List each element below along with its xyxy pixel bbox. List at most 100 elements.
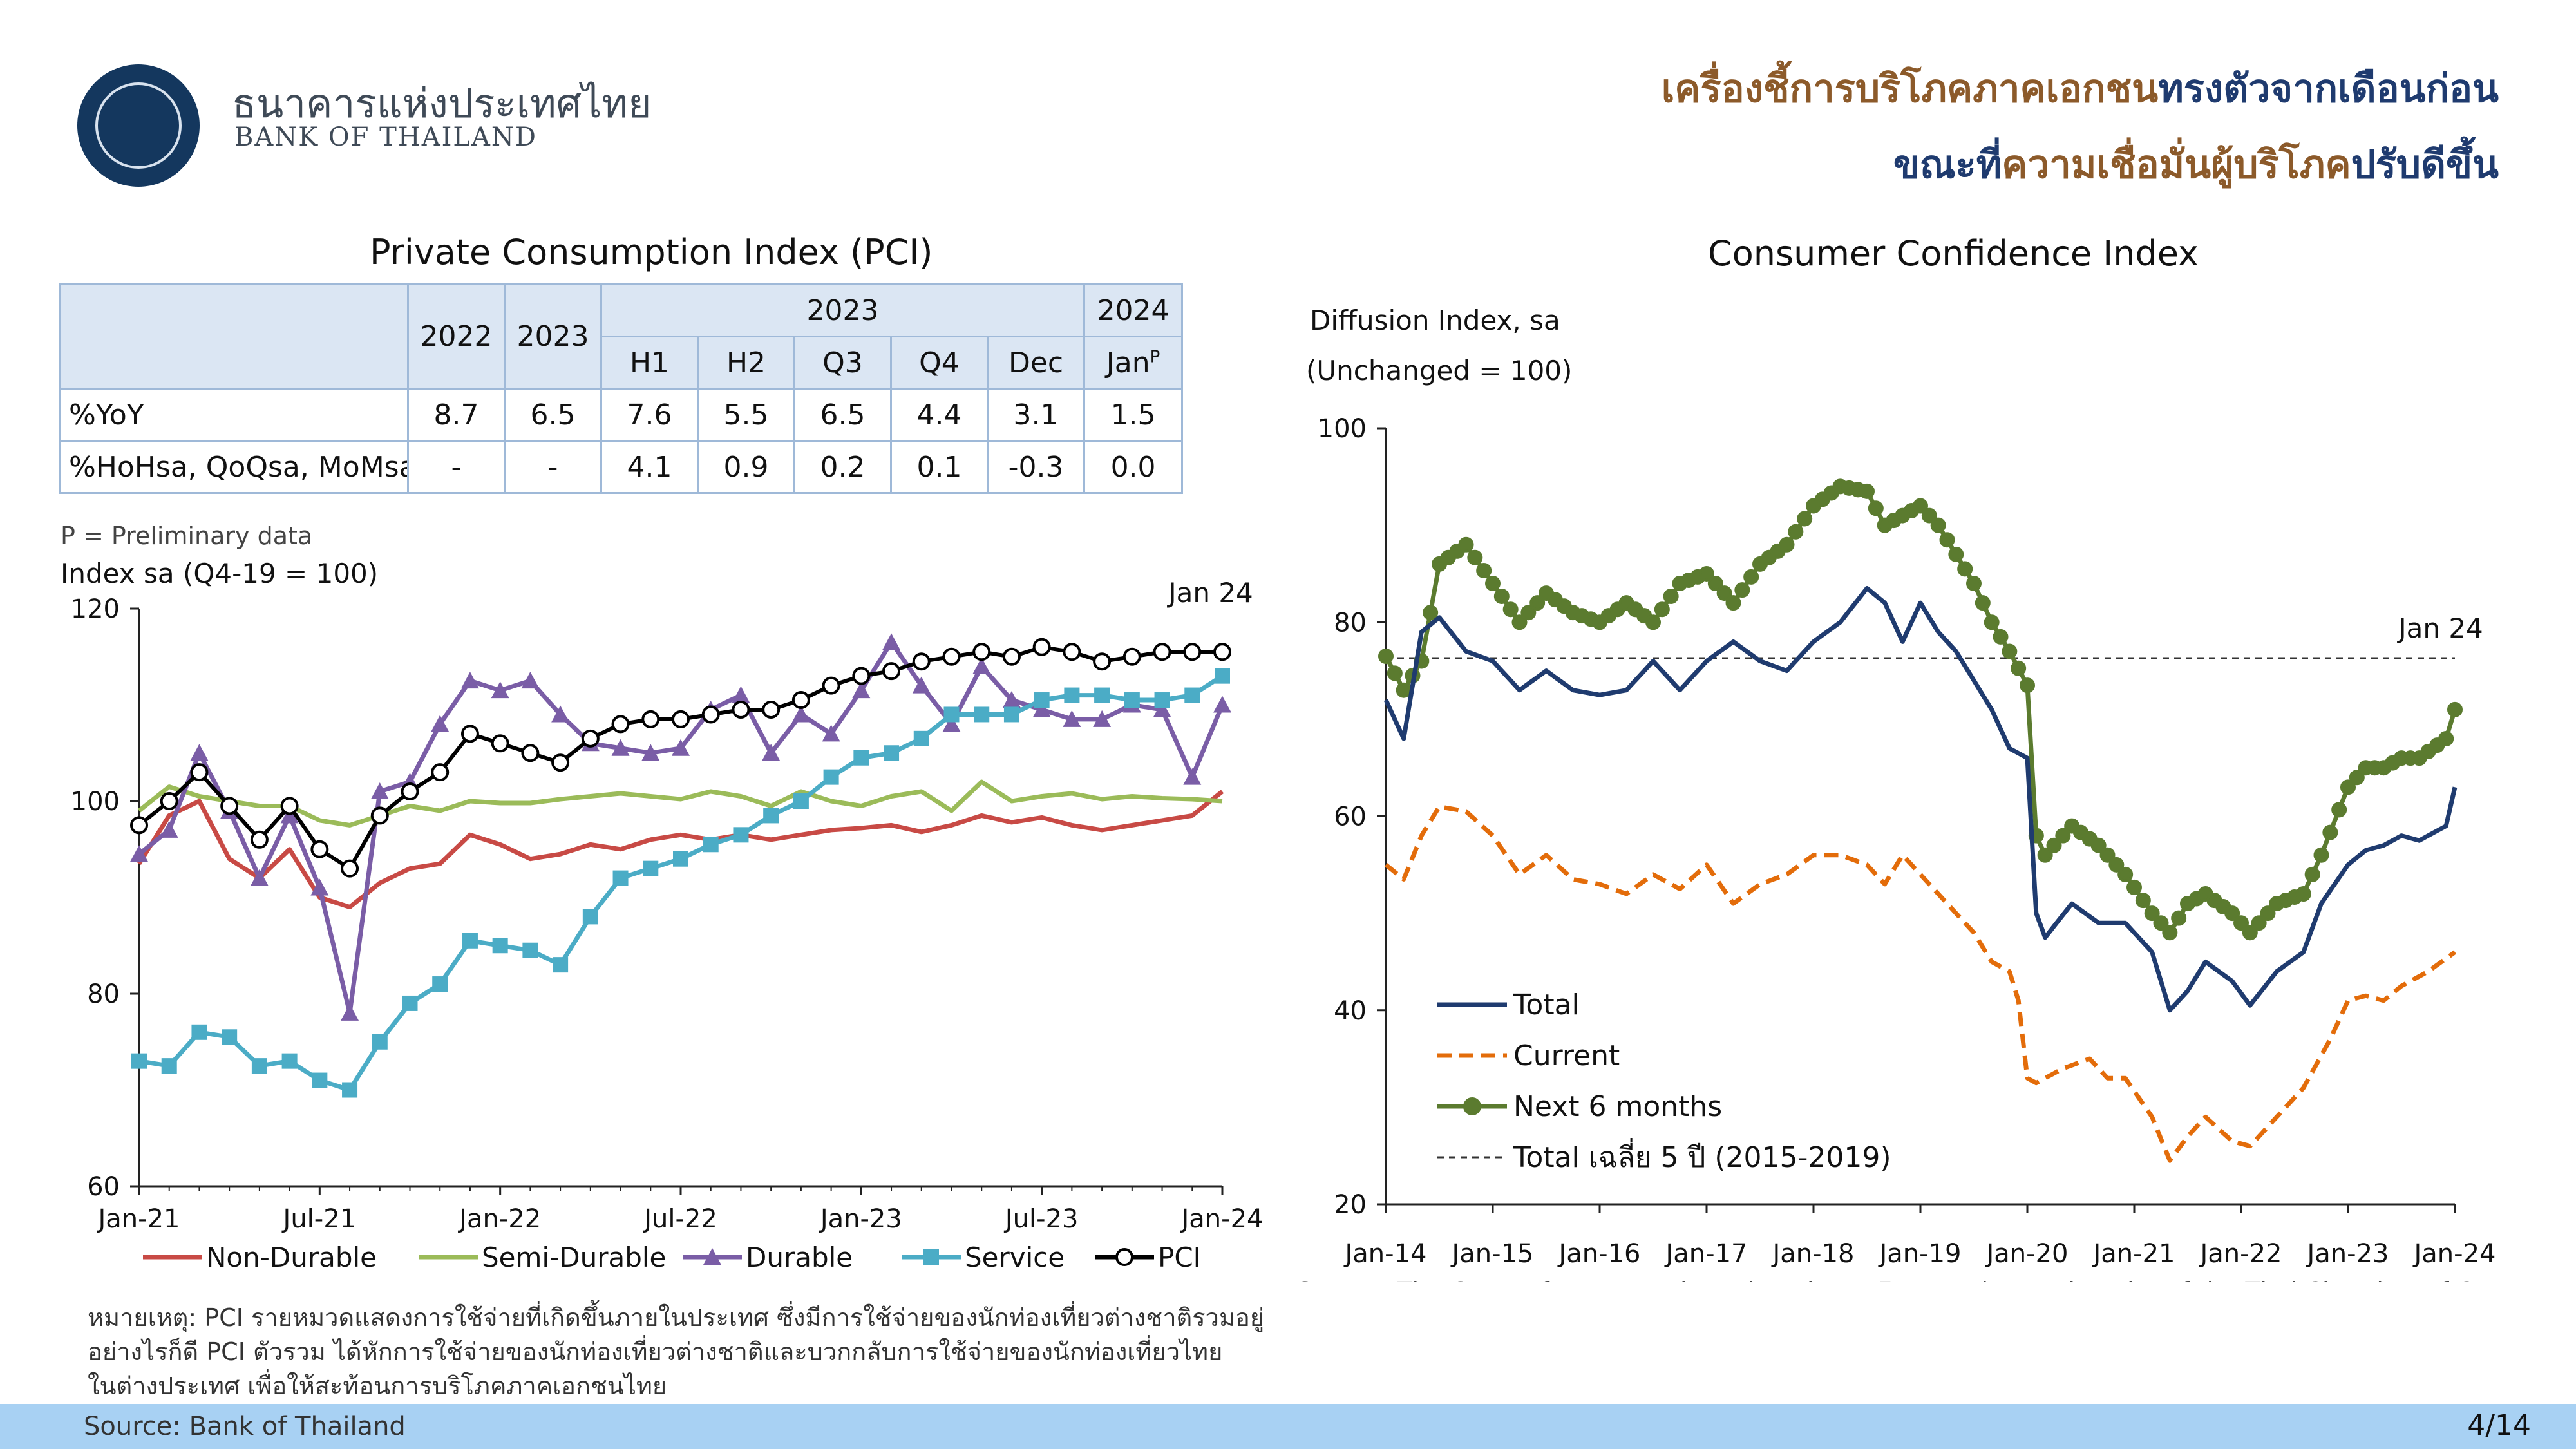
data-point <box>1485 576 1501 591</box>
data-point <box>2313 847 2329 863</box>
data-point <box>431 715 450 732</box>
data-point <box>852 667 871 685</box>
data-point <box>1699 565 1714 582</box>
table-cell: 0.1 <box>890 440 989 494</box>
legend-marker <box>703 1248 721 1265</box>
preliminary-footnote: P = Preliminary data <box>61 522 313 550</box>
data-point <box>312 1072 328 1088</box>
data-point <box>1093 710 1112 727</box>
data-point <box>1122 647 1141 666</box>
data-point <box>912 676 931 694</box>
data-point <box>460 672 479 689</box>
data-point <box>1797 511 1813 527</box>
data-point <box>1183 643 1202 661</box>
data-point <box>2144 905 2160 922</box>
data-point <box>2020 677 2035 694</box>
data-point <box>2322 824 2338 840</box>
table-cell: 8.7 <box>407 388 506 442</box>
series-line-non-durable <box>137 790 1224 909</box>
pci-table: 2022 2023 2023 2024 H1 H2 Q3 Q4 Dec JanP… <box>59 283 1184 494</box>
data-point <box>1984 614 2000 630</box>
series-line-service <box>138 674 1224 1092</box>
x-tick-label: Jul-22 <box>642 1204 717 1234</box>
data-point <box>703 837 719 853</box>
data-point <box>1716 585 1732 601</box>
data-point <box>1493 589 1510 605</box>
data-point <box>1921 507 1937 524</box>
data-point <box>281 1053 298 1069</box>
data-point <box>612 870 629 886</box>
table-header-period: Q3 <box>793 336 892 390</box>
data-point <box>791 705 810 723</box>
data-point <box>793 793 809 809</box>
data-point <box>972 643 991 661</box>
data-point <box>130 845 148 862</box>
data-point <box>492 938 508 954</box>
data-point <box>250 830 269 849</box>
data-point <box>160 792 178 810</box>
data-point <box>250 869 269 886</box>
x-tick-label: Jan-20 <box>1985 1239 2069 1269</box>
data-point <box>521 744 540 762</box>
data-point <box>1032 638 1051 656</box>
data-point <box>553 957 569 973</box>
pci-line-chart: Index sa (Q4-19 = 100) 60 80 100 120 Jan-21 Ju… <box>61 558 1264 1273</box>
table-header-year: 2022 <box>407 283 506 390</box>
x-tick-label: Jan-15 <box>1450 1239 1534 1269</box>
data-point <box>2162 925 2178 941</box>
x-tick-label: Jan-17 <box>1664 1239 1748 1269</box>
data-point <box>1993 629 2009 645</box>
x-tick-label: Jan-18 <box>1771 1239 1855 1269</box>
data-point <box>823 769 839 785</box>
table-header-period: JanP <box>1083 336 1184 390</box>
x-tick-label: Jan-23 <box>2306 1239 2389 1269</box>
data-point <box>1645 614 1661 630</box>
table-cell: 1.5 <box>1083 388 1184 442</box>
y-tick-label: 120 <box>71 594 120 624</box>
data-point <box>822 676 840 695</box>
data-point <box>2055 828 2071 844</box>
table-cell: - <box>407 440 506 494</box>
data-point <box>1458 536 1474 553</box>
data-point <box>2011 660 2027 676</box>
chart-source: Source: The Center for Economic and Busi… <box>1297 1277 2576 1282</box>
table-header-year: 2023 <box>504 283 602 390</box>
data-point <box>2117 866 2134 882</box>
cci-line-chart: Diffusion Index, sa (Unchanged = 100) 20 40… <box>1297 305 2576 1282</box>
data-point <box>2349 770 2365 786</box>
data-point <box>160 820 178 838</box>
data-point <box>732 700 750 719</box>
cci-title: Consumer Confidence Index <box>1708 233 2199 274</box>
x-tick-label: Jan-24 <box>1180 1204 1264 1234</box>
y-tick-label: 80 <box>1334 608 1367 638</box>
data-point <box>1957 561 1973 577</box>
data-point <box>432 976 448 992</box>
data-point <box>1663 589 1679 605</box>
data-point <box>641 744 660 761</box>
data-point <box>1387 665 1403 681</box>
data-point <box>2099 847 2116 863</box>
data-point <box>131 1053 147 1069</box>
x-tick-label: Jan-14 <box>1343 1239 1427 1269</box>
headline-line1: เครื่องชี้การบริโภคภาคเอกชนทรงตัวจากเดือ… <box>1662 58 2499 119</box>
data-point <box>611 715 630 734</box>
data-point <box>1002 647 1021 666</box>
y-tick-label: 100 <box>71 787 120 817</box>
y-axis-label: Index sa (Q4-19 = 100) <box>61 558 378 589</box>
data-point <box>341 859 359 878</box>
table-cell: 0.0 <box>1083 440 1184 494</box>
data-point <box>732 686 750 703</box>
data-point <box>1378 648 1394 664</box>
data-point <box>462 933 478 949</box>
data-point <box>370 782 389 800</box>
data-point <box>431 763 450 782</box>
data-point <box>762 744 781 761</box>
legend-label: Semi-Durable <box>482 1242 666 1273</box>
data-point <box>1930 517 1946 533</box>
data-point <box>853 750 869 766</box>
pci-note-line1: หมายเหตุ: PCI รายหมวดแสดงการใช้จ่ายที่เก… <box>88 1303 1265 1332</box>
chart-annotation: Jan 24 <box>1166 577 1253 609</box>
data-point <box>2046 837 2062 853</box>
series-line-total <box>1383 586 2458 1013</box>
table-cell: 3.1 <box>986 388 1086 442</box>
